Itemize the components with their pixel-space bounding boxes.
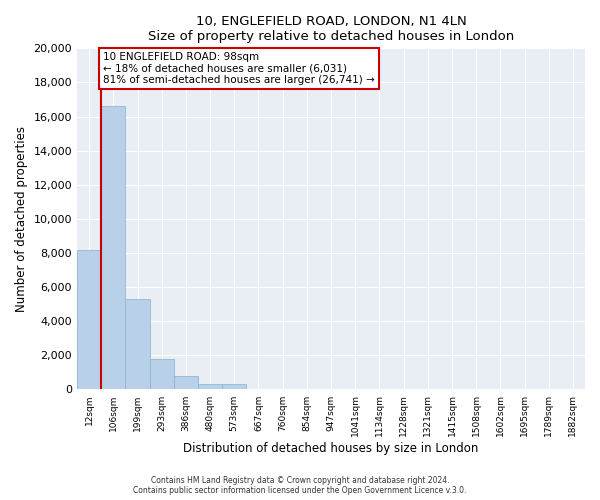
- Bar: [149, 359, 174, 390]
- X-axis label: Distribution of detached houses by size in London: Distribution of detached houses by size …: [184, 442, 479, 455]
- Bar: [101, 106, 125, 390]
- Bar: [125, 299, 149, 390]
- Bar: [222, 384, 247, 390]
- Text: 10 ENGLEFIELD ROAD: 98sqm
← 18% of detached houses are smaller (6,031)
81% of se: 10 ENGLEFIELD ROAD: 98sqm ← 18% of detac…: [103, 52, 375, 85]
- Bar: [174, 376, 198, 390]
- Bar: [77, 250, 101, 390]
- Bar: [198, 384, 222, 390]
- Text: Contains HM Land Registry data © Crown copyright and database right 2024.
Contai: Contains HM Land Registry data © Crown c…: [133, 476, 467, 495]
- Title: 10, ENGLEFIELD ROAD, LONDON, N1 4LN
Size of property relative to detached houses: 10, ENGLEFIELD ROAD, LONDON, N1 4LN Size…: [148, 15, 514, 43]
- Y-axis label: Number of detached properties: Number of detached properties: [15, 126, 28, 312]
